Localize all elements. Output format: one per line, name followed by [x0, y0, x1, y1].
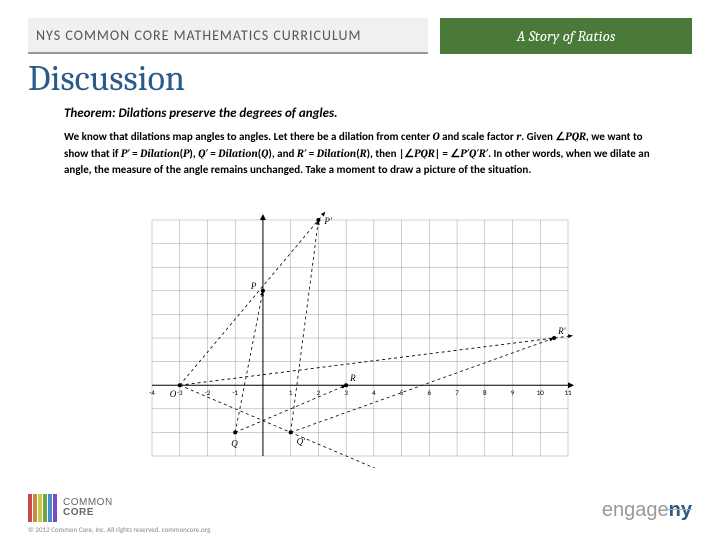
ny-text: ny	[669, 499, 692, 522]
logo-bar	[38, 494, 42, 522]
coordinate-graph: -4-3-2-11234567891011OQPRQ'P'R'	[140, 208, 580, 468]
engage-ny-logo: engageny	[602, 499, 692, 522]
copyright-text: © 2012 Common Core, Inc. All rights rese…	[28, 525, 210, 534]
logo-bar	[33, 494, 37, 522]
svg-text:O: O	[170, 389, 177, 399]
svg-text:-2: -2	[205, 388, 211, 397]
svg-text:10: 10	[537, 388, 545, 397]
svg-text:2: 2	[317, 388, 321, 397]
svg-text:P': P'	[323, 216, 332, 226]
theorem-block: Theorem: Dilations preserve the degrees …	[64, 106, 660, 179]
svg-text:Q: Q	[231, 438, 238, 448]
cc-text-2: CORE	[63, 508, 113, 518]
logo-bar	[28, 494, 32, 522]
svg-text:R: R	[349, 373, 356, 383]
svg-text:8: 8	[483, 388, 487, 397]
engage-text: engage	[602, 499, 669, 522]
svg-text:-3: -3	[177, 388, 183, 397]
svg-text:-4: -4	[149, 388, 155, 397]
page-title: Discussion	[28, 58, 185, 99]
svg-text:9: 9	[511, 388, 515, 397]
logo-bar	[43, 494, 47, 522]
svg-text:1: 1	[289, 388, 293, 397]
header-series: A Story of Ratios	[440, 18, 692, 54]
svg-text:7: 7	[455, 388, 459, 397]
svg-text:4: 4	[372, 388, 376, 397]
svg-text:Q': Q'	[297, 436, 306, 446]
svg-text:6: 6	[428, 388, 432, 397]
svg-text:R': R'	[557, 326, 566, 336]
svg-text:P: P	[250, 281, 257, 291]
svg-text:3: 3	[344, 388, 348, 397]
header-curriculum: NYS COMMON CORE MATHEMATICS CURRICULUM	[28, 18, 428, 54]
logo-bar	[48, 494, 52, 522]
theorem-heading: Theorem: Dilations preserve the degrees …	[64, 106, 660, 121]
common-core-logo: COMMON CORE	[28, 494, 113, 522]
theorem-body: We know that dilations map angles to ang…	[64, 129, 660, 179]
page-number-rule	[668, 509, 692, 510]
svg-text:11: 11	[564, 388, 572, 397]
svg-text:-1: -1	[232, 388, 238, 397]
logo-bar	[53, 494, 57, 522]
